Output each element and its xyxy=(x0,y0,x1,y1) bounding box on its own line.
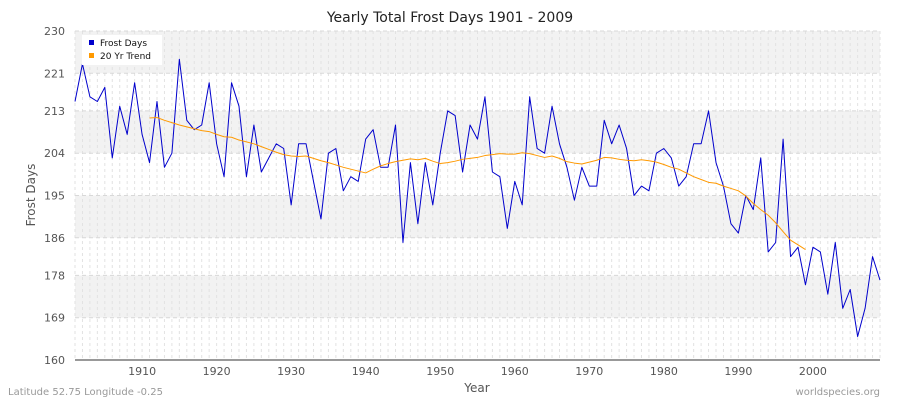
y-tick-labels: 160 169 178 186 195 204 213 221 230 xyxy=(44,25,65,367)
y-tick-label: 178 xyxy=(44,269,65,282)
footer-location: Latitude 52.75 Longitude -0.25 xyxy=(8,387,163,398)
x-tick-label: 1920 xyxy=(203,365,231,378)
x-tick-label: 1980 xyxy=(650,365,678,378)
y-tick-label: 204 xyxy=(44,147,65,160)
legend-swatch-frost-days xyxy=(89,40,94,45)
chart-title: Yearly Total Frost Days 1901 - 2009 xyxy=(326,10,573,26)
x-tick-label: 1960 xyxy=(501,365,529,378)
x-axis-label: Year xyxy=(463,381,489,395)
series-layer xyxy=(74,58,881,337)
y-tick-label: 195 xyxy=(44,190,65,203)
x-tick-label: 1910 xyxy=(128,365,156,378)
legend: Frost Days 20 Yr Trend xyxy=(82,35,162,65)
y-tick-label: 230 xyxy=(44,25,65,38)
x-tick-label: 1930 xyxy=(277,365,305,378)
y-tick-label: 169 xyxy=(44,312,65,325)
x-tick-labels: 1910 1920 1930 1940 1950 1960 1970 1980 1990 2000 xyxy=(128,365,827,378)
legend-box xyxy=(82,35,162,65)
legend-label-trend: 20 Yr Trend xyxy=(100,52,151,62)
trend-series-line xyxy=(149,116,806,250)
x-tick-label: 1950 xyxy=(426,365,454,378)
footer-source: worldspecies.org xyxy=(796,387,880,398)
y-tick-label: 160 xyxy=(44,354,65,367)
y-tick-label: 186 xyxy=(44,232,65,245)
x-tick-label: 2000 xyxy=(799,365,827,378)
y-axis-label: Frost Days xyxy=(24,164,38,227)
x-tick-label: 1970 xyxy=(575,365,603,378)
x-tick-label: 1990 xyxy=(724,365,752,378)
legend-label-frost-days: Frost Days xyxy=(100,39,147,49)
x-tick-label: 1940 xyxy=(352,365,380,378)
y-tick-label: 221 xyxy=(44,67,65,80)
y-tick-label: 213 xyxy=(44,105,65,118)
legend-swatch-trend xyxy=(89,53,94,58)
